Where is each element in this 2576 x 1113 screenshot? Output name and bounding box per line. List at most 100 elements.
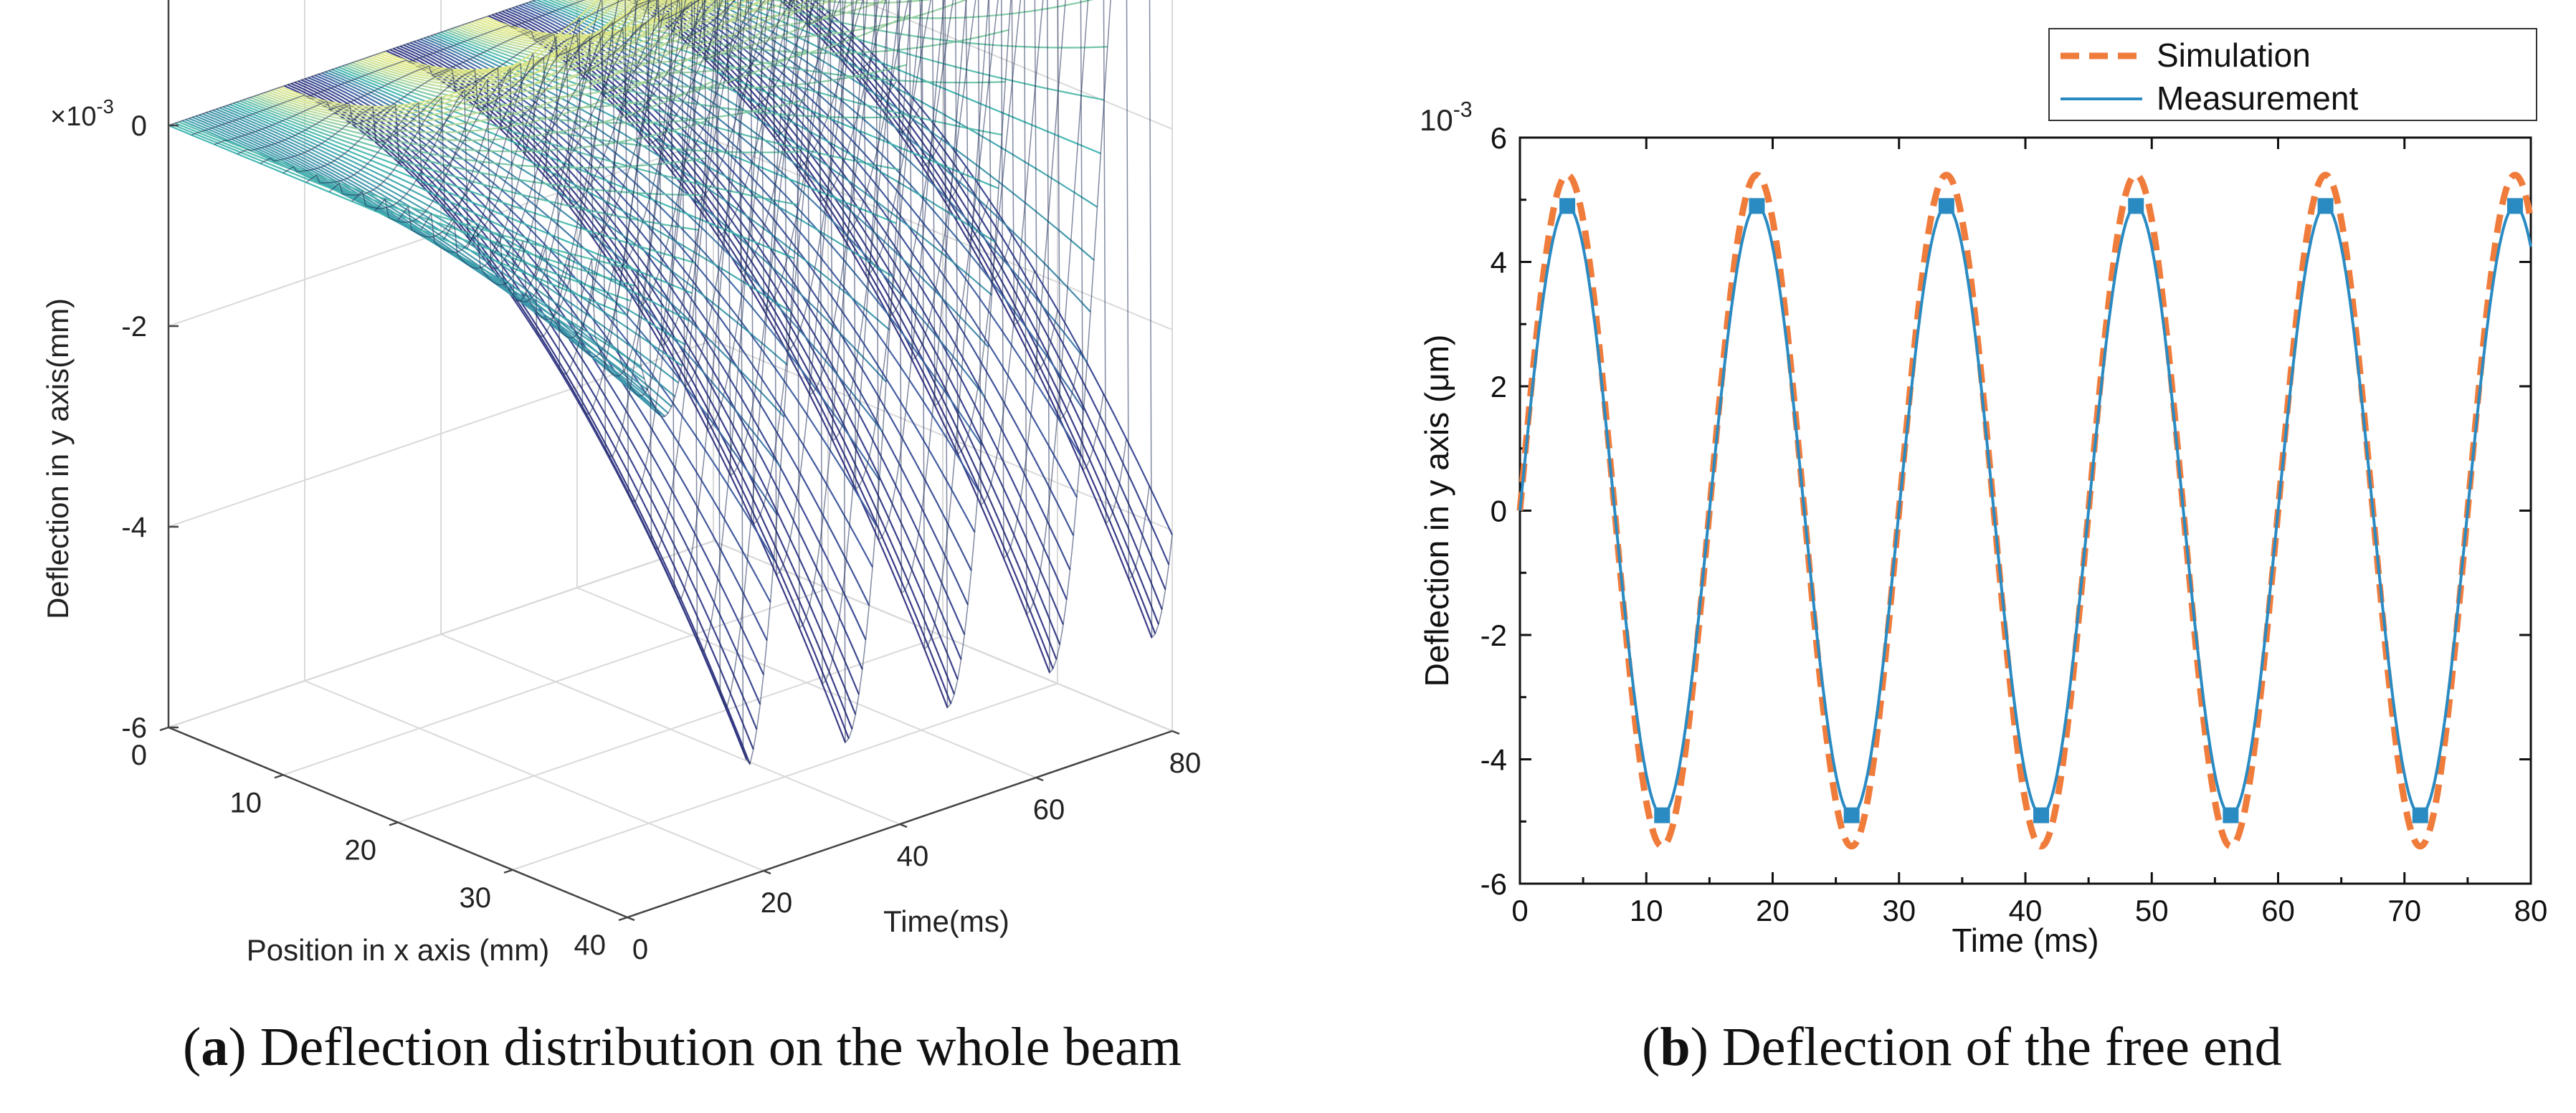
measurement-marker [2317,198,2334,214]
y-tick-label: -4 [1481,743,1507,777]
caption-b-open: ( [1642,1017,1660,1077]
surface-mesh [168,0,1173,765]
grid-line [168,540,714,728]
y-tick-label: -2 [1481,618,1507,652]
surface-mesh-line [604,0,1150,708]
legend-label: Measurement [2157,80,2358,117]
y-tick-label: 0 [1491,495,1507,528]
surface-mesh-line [420,0,966,338]
y-tick-label: -6 [1481,867,1507,901]
panel-a-surface-plot: -6-4-20246010203040020406080Deflection i… [41,0,1201,967]
x-tick-label: 50 [2135,894,2169,927]
t-tick [763,869,771,875]
caption-a: (a) Deflection distribution on the whole… [183,1016,1182,1079]
z-axis-label: Deflection in y axis(mm) [41,298,75,619]
x-tick [274,774,284,779]
measurement-marker [1938,198,1954,214]
x-tick [389,821,399,826]
surface-mesh-line [191,0,586,136]
surface-mesh-line [305,0,852,186]
surface-mesh-line [466,0,1012,415]
surface-mesh-line [535,0,1081,550]
measurement-marker [2223,807,2239,823]
x-tick-label: 60 [2261,894,2295,927]
x-tick-label: 40 [2009,894,2043,927]
x-tick-label: 40 [574,930,607,961]
x-tick-label: 20 [345,835,377,866]
y-tick-label: 6 [1491,121,1507,155]
surface-mesh-line [374,0,921,269]
y-tick-label: 2 [1491,370,1507,403]
surface-mesh-line [214,0,652,145]
measurement-marker [1843,807,1860,823]
surface-mesh-line [168,0,537,126]
measurement-marker [1559,198,1576,214]
t-tick-label: 60 [1033,794,1065,826]
x-tick-label: 10 [230,787,262,818]
measurement-marker [2033,807,2050,823]
measurement-marker [1654,807,1670,823]
t-tick [899,823,908,828]
series-line-simulation [1516,171,2534,850]
x-tick [618,916,628,922]
x-tick-label: 30 [1882,894,1916,927]
x-axis-label: Time (ms) [1952,922,2099,959]
caption-a-open: ( [183,1017,201,1077]
panel-b-line-plot: 0 10 20 30 40 50 60 70 80 -6 -4 -2 0 2 4 6 Time (ms) Defl… [1418,28,2548,959]
caption-b-letter: b [1660,1017,1691,1077]
caption-b-text: ) Deflection of the free end [1690,1017,2282,1077]
surface-mesh-line [640,0,705,3]
surface-mesh-line [481,0,698,38]
measurement-marker [2128,198,2144,214]
x-tick-label: 0 [1511,894,1528,927]
z-tick-label: -2 [121,311,147,343]
t-tick-label: 40 [897,841,929,872]
x-tick-label: 70 [2387,894,2421,927]
x-tick [503,869,513,874]
caption-a-letter: a [201,1017,229,1077]
surface-mesh-line [443,0,989,375]
surface-mesh-line [581,0,1127,654]
z-tick-label: 0 [131,110,147,142]
t-tick [1035,776,1044,782]
t-tick [1171,730,1180,735]
surface-mesh-line [485,0,696,37]
x-tick-label: 0 [131,740,147,771]
x-tick-label: 30 [460,882,492,914]
surface-mesh-line [328,0,875,211]
measurement-marker [1749,198,1765,214]
x-axis-label: Position in x axis (mm) [247,933,549,967]
series-line-measurement [1518,204,2532,817]
t-tick [627,916,635,922]
surface-mesh-line [397,0,944,302]
surface-mesh-line [619,0,726,6]
surface-mesh-line [260,0,796,164]
z-exponent-label: ×10-3 [50,95,114,132]
t-tick-label: 0 [632,934,648,965]
caption-a-text: ) Deflection distribution on the whole b… [228,1017,1182,1077]
x-tick [159,726,169,732]
x-tick-label: 10 [1630,894,1663,927]
legend-label: Simulation [2157,37,2311,74]
surface-mesh-line [627,0,1173,765]
t-axis-label: Time(ms) [883,904,1009,938]
y-axis-label: Deflection in y axis (μm) [1418,335,1455,687]
y-tick-label: 4 [1491,246,1507,280]
grid-line [397,635,944,823]
measurement-marker [2412,807,2428,823]
x-tick-label: 80 [2514,894,2548,927]
surface-mesh-line [512,0,1058,503]
t-tick-label: 80 [1169,747,1202,779]
surface-mesh-line [558,0,1104,601]
z-tick-label: -6 [121,712,147,744]
measurement-marker [2506,198,2523,214]
x-tick-label: 20 [1756,894,1790,927]
surface-mesh-line [489,0,1035,458]
surface-mesh-line [351,0,898,239]
legend-box [2048,28,2537,121]
caption-b: (b) Deflection of the free end [1642,1016,2282,1079]
grid-line [512,682,1058,871]
surface-mesh-line [594,0,774,14]
z-tick-label: -4 [121,512,147,543]
